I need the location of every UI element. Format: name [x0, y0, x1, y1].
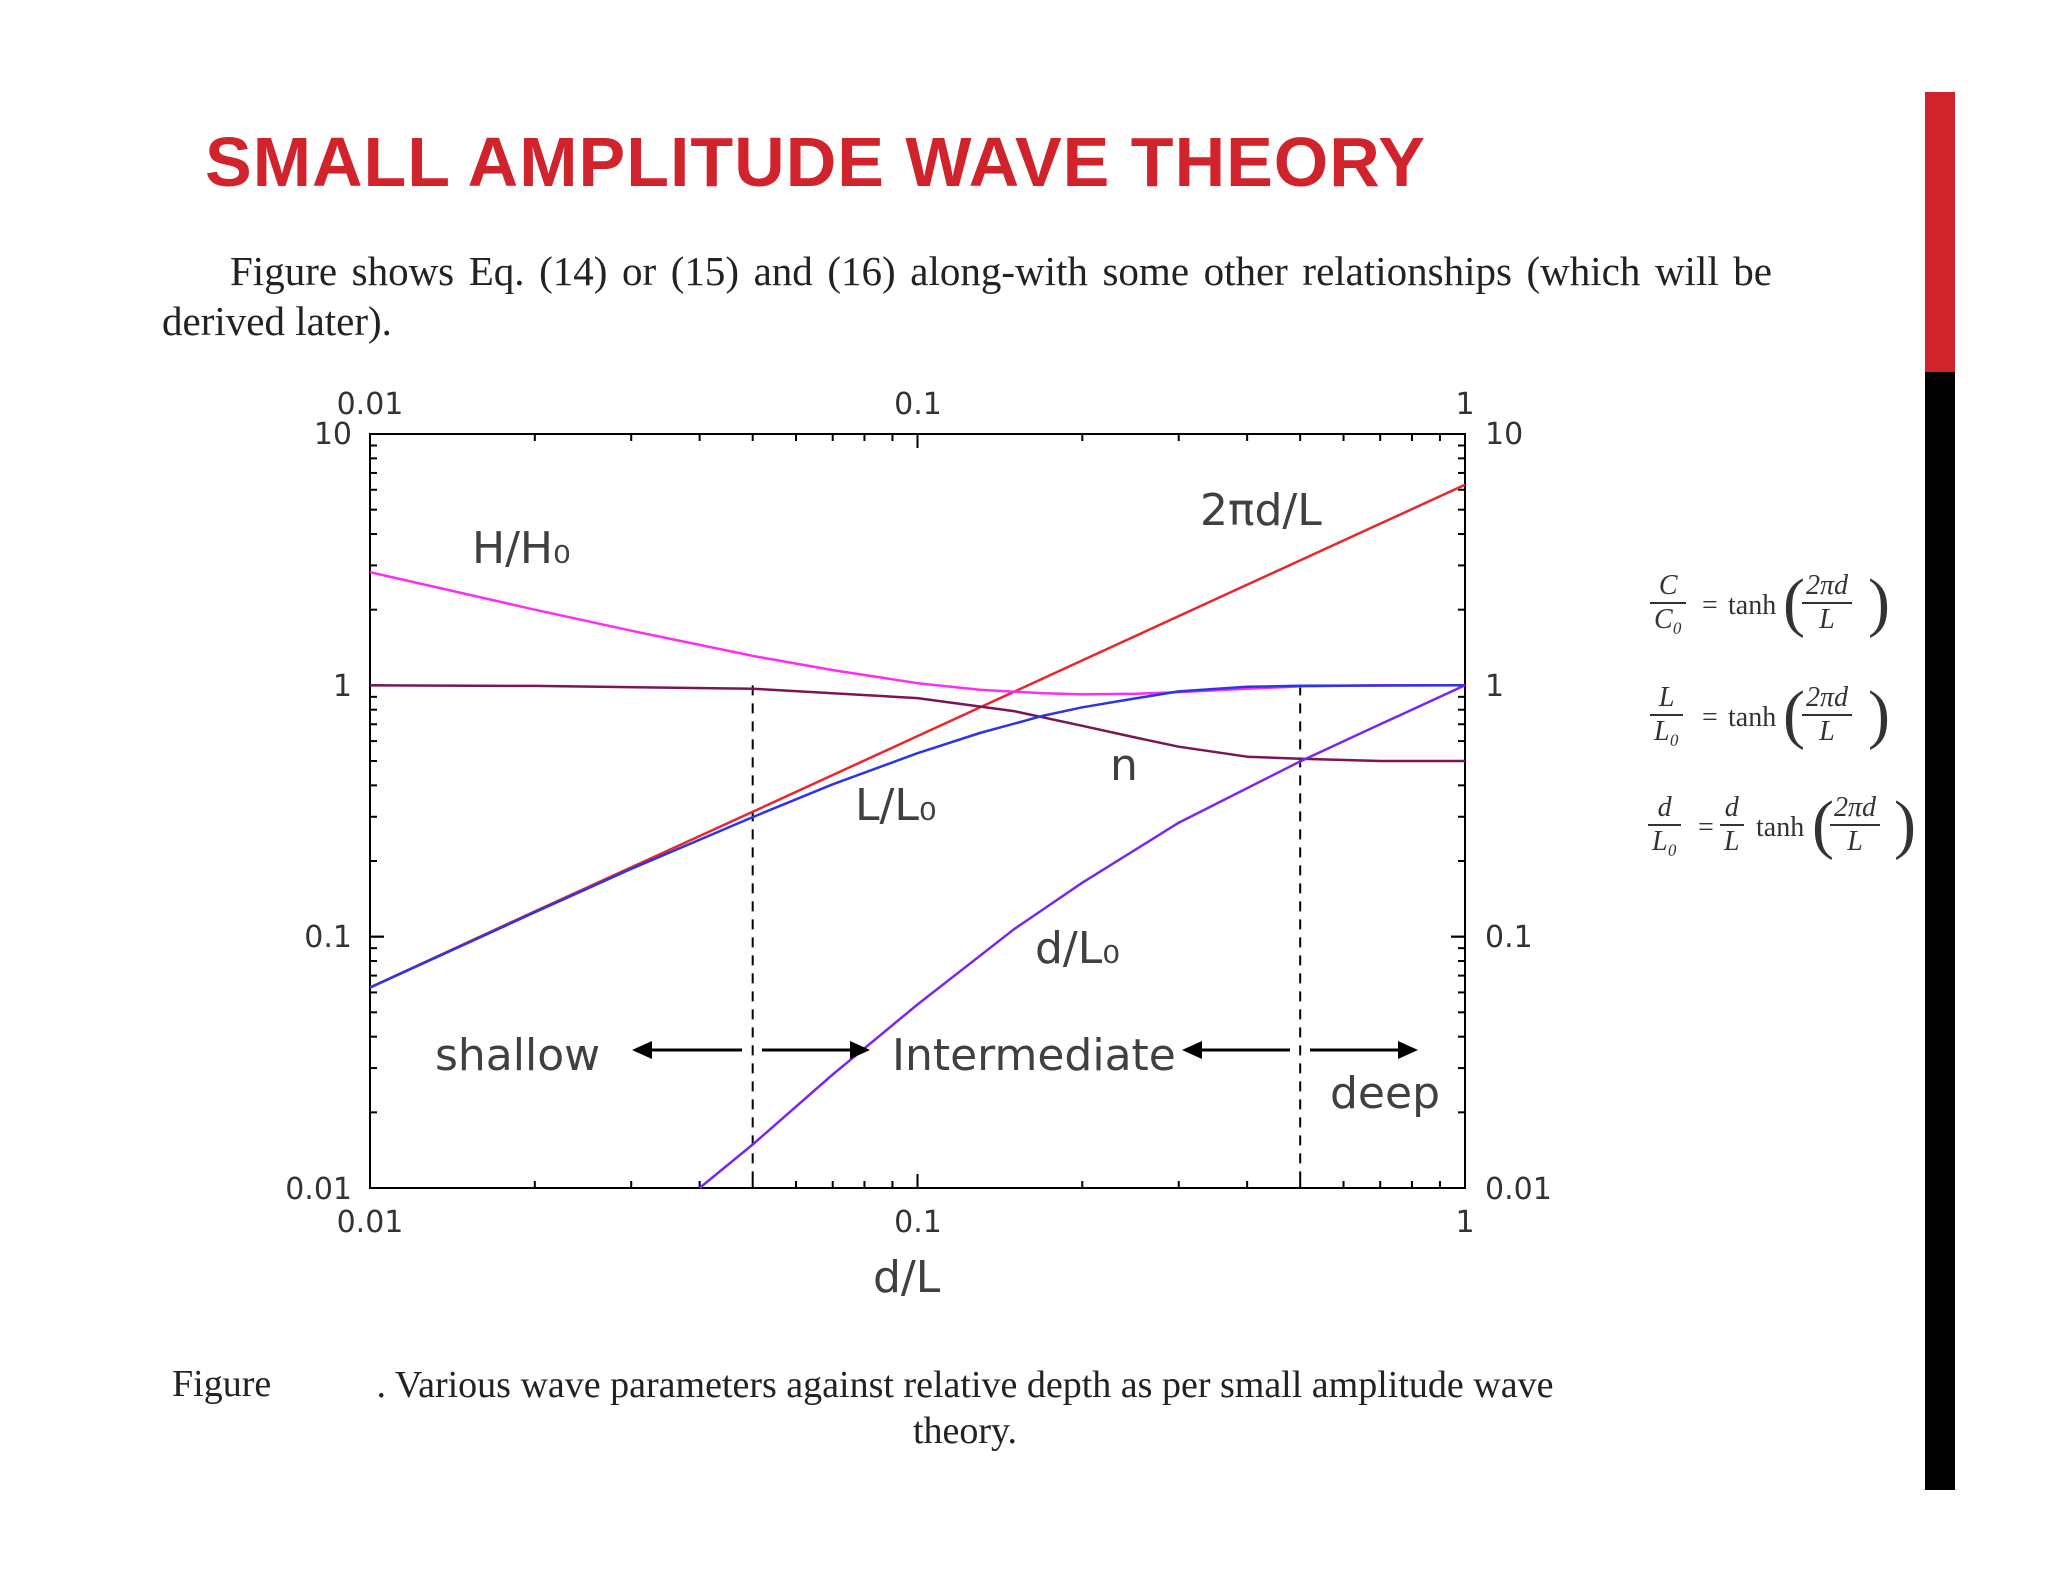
- sidebar-accent-red: [1925, 92, 1955, 372]
- eq1-paren-right: ): [1868, 566, 1890, 639]
- equation-celerity: C C₀ = tanh ( 2πd L ): [1640, 570, 1920, 660]
- eq1-tanh: tanh: [1728, 590, 1777, 621]
- data-series: [369, 483, 1466, 1189]
- caption-text: . Various wave parameters against relati…: [376, 1364, 1554, 1452]
- series-line-2: [369, 684, 1465, 763]
- eq2-paren-right: ): [1868, 678, 1890, 751]
- eq2-arg: 2πd L: [1802, 682, 1853, 748]
- region-label-deep: deep: [1330, 1068, 1440, 1119]
- caption-label: Figure: [172, 1363, 272, 1405]
- series-line-4: [698, 684, 1466, 1189]
- intermediate-arrowhead-left: [850, 1041, 870, 1059]
- eq3-arg: 2πd L: [1830, 792, 1881, 858]
- tick-labels: 0.01 0.1 1 0.01 0.1 1 10 1 0.1 0.01 10 1…: [285, 387, 1552, 1240]
- sidebar-accent-black: [1925, 372, 1955, 1490]
- eq3-paren-left: (: [1812, 788, 1834, 861]
- x-tick-bottom-0: 0.01: [337, 1205, 404, 1240]
- series-label-l-l0: L/L₀: [855, 780, 937, 831]
- eq3-equals: =: [1698, 812, 1714, 843]
- y-tick-right-0: 10: [1485, 417, 1523, 452]
- region-arrows: [632, 1041, 1418, 1059]
- eq2-equals: =: [1702, 702, 1718, 733]
- region-label-shallow: shallow: [435, 1030, 600, 1081]
- y-tick-left-1: 1: [333, 669, 352, 704]
- eq3-lhs: d L₀: [1648, 792, 1682, 858]
- region-boundaries: [751, 685, 1302, 1188]
- eq1-equals: =: [1702, 590, 1718, 621]
- y-tick-right-2: 0.1: [1485, 920, 1533, 955]
- series-label-h-h0: H/H₀: [472, 523, 571, 574]
- series-label-2pid-l: 2πd/L: [1200, 485, 1322, 536]
- region-label-intermediate: Intermediate: [892, 1030, 1176, 1081]
- intermediate-arrowhead-right: [1182, 1041, 1202, 1059]
- deep-arrowhead: [1398, 1041, 1418, 1059]
- series-line-1: [369, 570, 1465, 696]
- series-label-n: n: [1110, 740, 1138, 791]
- x-tick-top-0: 0.01: [337, 387, 404, 422]
- shallow-arrowhead: [632, 1041, 652, 1059]
- x-axis-label: d/L: [873, 1252, 941, 1303]
- y-tick-right-3: 0.01: [1485, 1172, 1552, 1207]
- intro-text: Figure shows Eq. (14) or (15) and (16) a…: [162, 248, 1772, 344]
- y-tick-right-1: 1: [1485, 669, 1504, 704]
- intro-paragraph: Figure shows Eq. (14) or (15) and (16) a…: [162, 246, 1772, 346]
- eq2-lhs: L L₀: [1650, 682, 1684, 748]
- series-label-d-l0: d/L₀: [1035, 923, 1120, 974]
- eq1-lhs: C C₀: [1650, 570, 1687, 636]
- y-tick-left-0: 10: [314, 417, 352, 452]
- y-tick-left-3: 0.01: [285, 1172, 352, 1207]
- equation-panel: C C₀ = tanh ( 2πd L ) L L₀ = tanh ( 2πd L ) …: [1640, 570, 1920, 890]
- eq1-paren-left: (: [1783, 566, 1805, 639]
- slide-title: SMALL AMPLITUDE WAVE THEORY: [205, 123, 1426, 201]
- equation-wavelength: L L₀ = tanh ( 2πd L ): [1640, 682, 1920, 772]
- eq2-tanh: tanh: [1728, 702, 1777, 733]
- x-tick-top-2: 1: [1455, 387, 1474, 422]
- eq3-paren-right: ): [1894, 788, 1916, 861]
- eq1-arg: 2πd L: [1802, 570, 1853, 636]
- x-tick-top-1: 0.1: [894, 387, 942, 422]
- eq2-paren-left: (: [1783, 678, 1805, 751]
- y-tick-left-2: 0.1: [304, 920, 352, 955]
- x-tick-bottom-1: 0.1: [894, 1205, 942, 1240]
- text-labels: 2πd/L H/H₀ n L/L₀ d/L₀ shallow Intermedi…: [435, 485, 1440, 1303]
- x-tick-bottom-2: 1: [1455, 1205, 1474, 1240]
- series-line-3: [369, 684, 1466, 989]
- eq3-tanh: tanh: [1756, 812, 1805, 843]
